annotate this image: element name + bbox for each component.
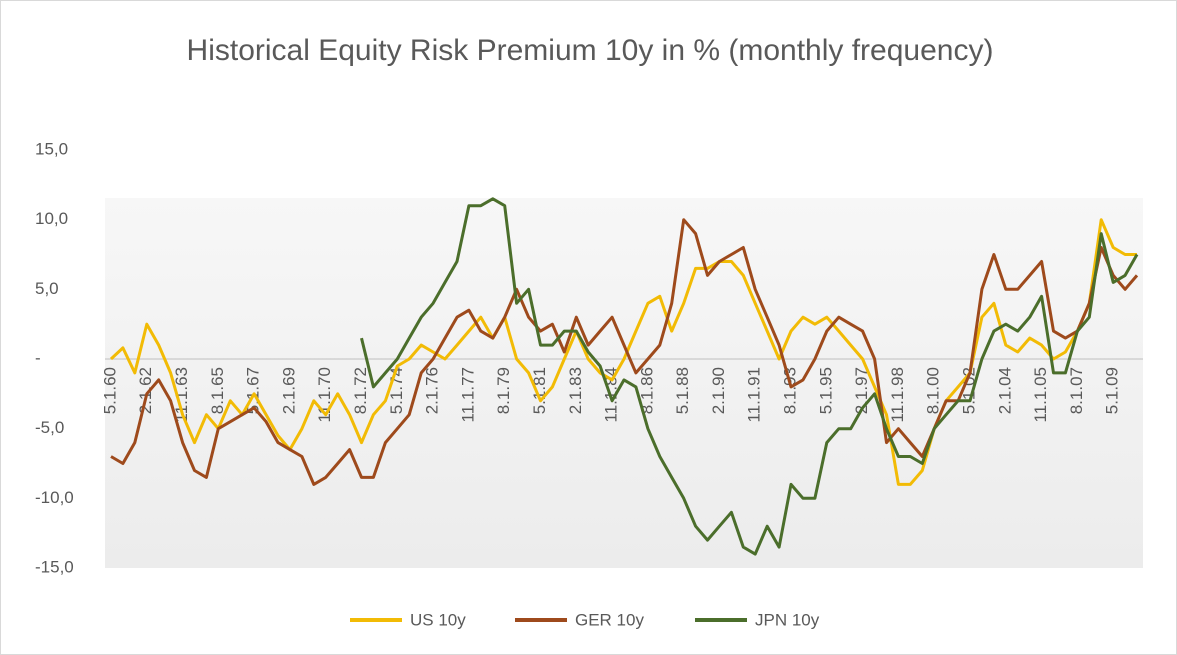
x-tick-label: 11.1.05	[1031, 367, 1050, 422]
x-tick-label: 8.1.86	[637, 367, 656, 414]
x-tick-label: 5.1.81	[530, 367, 549, 414]
x-tick-label: 2.1.69	[279, 367, 298, 414]
x-tick-label: 8.1.79	[494, 367, 513, 414]
y-tick-label: -5,0	[35, 418, 64, 437]
x-tick-label: 5.1.88	[673, 367, 692, 414]
y-tick-label: 15,0	[35, 139, 68, 158]
series-line	[360, 197, 1139, 556]
legend-label: US 10y	[410, 610, 466, 629]
x-tick-label: 2.1.62	[136, 367, 155, 414]
x-tick-label: 2.1.90	[709, 367, 728, 414]
legend-label: JPN 10y	[755, 610, 820, 629]
x-tick-label: 2.1.04	[995, 367, 1014, 414]
x-tick-label: 8.1.65	[208, 367, 227, 414]
y-tick-label: -15,0	[35, 557, 74, 576]
y-tick-label: -	[35, 348, 41, 367]
legend-label: GER 10y	[575, 610, 644, 629]
plot-background	[105, 198, 1143, 568]
chart-title: Historical Equity Risk Premium 10y in % …	[186, 34, 994, 67]
x-tick-label: 2.1.76	[423, 367, 442, 414]
x-tick-label: 11.1.63	[172, 367, 191, 422]
x-tick-label: 5.1.95	[816, 367, 835, 414]
x-tick-label: 8.1.00	[924, 367, 943, 414]
x-tick-label: 5.1.09	[1103, 367, 1122, 414]
x-tick-label: 8.1.72	[351, 367, 370, 414]
x-tick-label: 8.1.07	[1067, 367, 1086, 414]
series-line	[109, 218, 1137, 486]
x-tick-label: 8.1.93	[781, 367, 800, 414]
x-tick-label: 11.1.91	[745, 367, 764, 422]
y-tick-label: 5,0	[35, 279, 59, 298]
x-tick-label: 11.1.98	[888, 367, 907, 422]
x-tick-label: 2.1.83	[566, 367, 585, 414]
y-tick-label: -10,0	[35, 488, 74, 507]
y-tick-label: 10,0	[35, 209, 68, 228]
x-tick-label: 11.1.77	[458, 367, 477, 422]
series-line	[110, 218, 1139, 486]
x-tick-label: 5.1.60	[100, 367, 119, 414]
